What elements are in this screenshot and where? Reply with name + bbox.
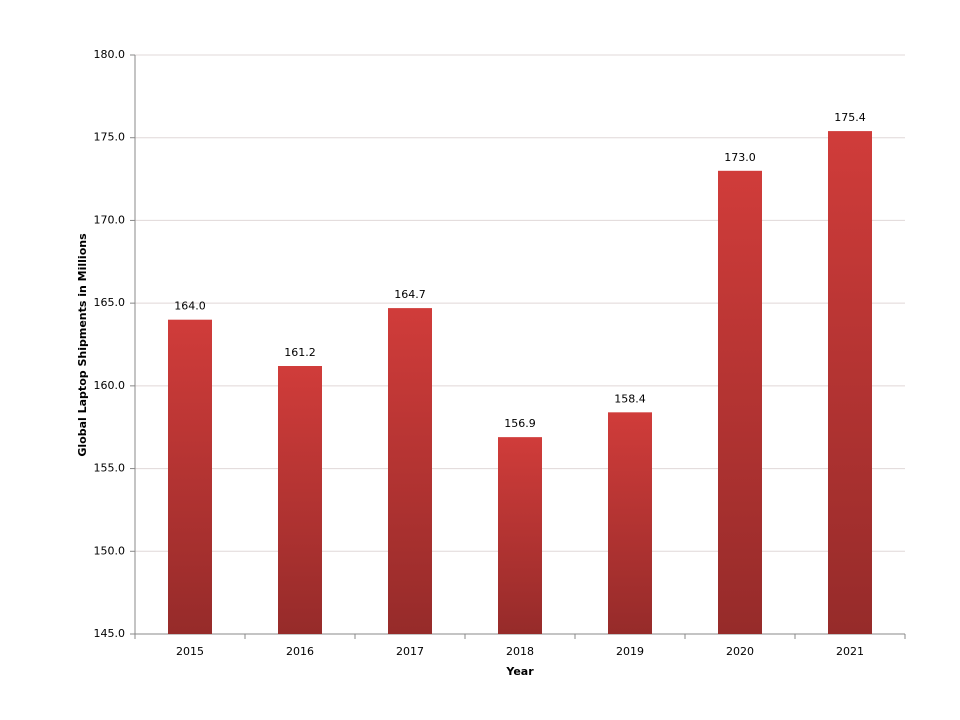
bar [168, 319, 212, 634]
data-label: 161.2 [284, 346, 316, 359]
x-tick-label: 2021 [836, 645, 864, 658]
x-tick-label: 2017 [396, 645, 424, 658]
x-axis-title: Year [505, 665, 534, 678]
y-tick-label: 180.0 [94, 48, 126, 61]
y-tick-label: 170.0 [94, 213, 126, 226]
y-axis-title: Global Laptop Shipments in Millions [76, 233, 89, 457]
data-label: 158.4 [614, 392, 646, 405]
x-tick-label: 2018 [506, 645, 534, 658]
x-tick-label: 2015 [176, 645, 204, 658]
y-tick-label: 175.0 [94, 131, 126, 144]
bar [718, 170, 762, 635]
data-label: 164.7 [394, 288, 426, 301]
data-label: 175.4 [834, 111, 866, 124]
y-tick-label: 155.0 [94, 462, 126, 475]
bar [828, 131, 872, 634]
bar [498, 437, 542, 634]
x-tick-label: 2019 [616, 645, 644, 658]
y-tick-label: 150.0 [94, 544, 126, 557]
data-label: 164.0 [174, 300, 206, 313]
y-tick-label: 165.0 [94, 296, 126, 309]
x-tick-label: 2016 [286, 645, 314, 658]
bar [278, 366, 322, 634]
x-tick-label: 2020 [726, 645, 754, 658]
bar [608, 412, 652, 634]
data-label: 173.0 [724, 151, 756, 164]
bar [388, 308, 432, 634]
data-label: 156.9 [504, 417, 536, 430]
y-tick-label: 145.0 [94, 627, 126, 640]
y-tick-label: 160.0 [94, 379, 126, 392]
